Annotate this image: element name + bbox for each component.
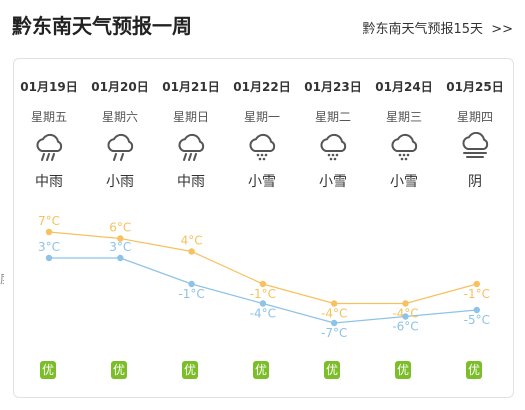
clipped-side-text: 度 <box>0 270 4 287</box>
day-weekday: 星期日 <box>172 110 209 124</box>
day-weekday: 星期二 <box>314 110 351 124</box>
aqi-badge: 优 <box>324 361 340 379</box>
page-title: 黔东南天气预报一周 <box>12 14 192 38</box>
day-date: 01月23日 <box>304 80 362 94</box>
double-chevron-right-icon[interactable]: >> <box>491 22 513 37</box>
aqi-badge: 优 <box>111 361 127 379</box>
day-columns: 01月19日 星期五 中雨 01月20日 星期六 小雨 01月21日 星期日 中… <box>13 58 512 198</box>
aqi-badge: 优 <box>466 361 482 379</box>
day-weekday: 星期五 <box>30 110 67 124</box>
light-snow-icon <box>320 133 347 161</box>
aqi-badge: 优 <box>253 361 269 379</box>
light-rain-icon <box>107 133 134 161</box>
day-date: 01月24日 <box>375 80 433 94</box>
day-weather-desc: 中雨 <box>177 174 205 190</box>
day-date: 01月20日 <box>91 80 149 94</box>
day-date: 01月22日 <box>233 80 291 94</box>
aqi-badge: 优 <box>182 361 198 379</box>
day-weather-desc: 小雪 <box>319 174 347 190</box>
page-header: 黔东南天气预报一周 黔东南天气预报15天 >> <box>0 0 525 52</box>
overcast-icon <box>462 132 489 158</box>
moderate-rain-icon <box>36 133 63 161</box>
moderate-rain-icon <box>178 133 205 161</box>
day-weekday: 星期四 <box>456 110 493 124</box>
day-weather-desc: 中雨 <box>35 174 63 190</box>
day-weekday: 星期一 <box>243 110 280 124</box>
weekly-forecast-card <box>13 58 514 398</box>
day-date: 01月21日 <box>162 80 220 94</box>
day-weather-desc: 阴 <box>468 174 482 190</box>
day-date: 01月19日 <box>20 80 78 94</box>
day-weather-desc: 小雨 <box>106 174 134 190</box>
day-date: 01月25日 <box>446 80 504 94</box>
forecast-15-day-label[interactable]: 黔东南天气预报15天 <box>362 22 484 37</box>
aqi-badge: 优 <box>395 361 411 379</box>
light-snow-icon <box>391 133 418 161</box>
aqi-badge: 优 <box>40 361 56 379</box>
forecast-15-day-link[interactable]: 黔东南天气预报15天 >> <box>363 18 513 37</box>
light-snow-icon <box>249 133 276 161</box>
day-weekday: 星期三 <box>385 110 422 124</box>
day-weekday: 星期六 <box>101 110 138 124</box>
day-weather-desc: 小雪 <box>390 174 418 190</box>
day-weather-desc: 小雪 <box>248 174 276 190</box>
